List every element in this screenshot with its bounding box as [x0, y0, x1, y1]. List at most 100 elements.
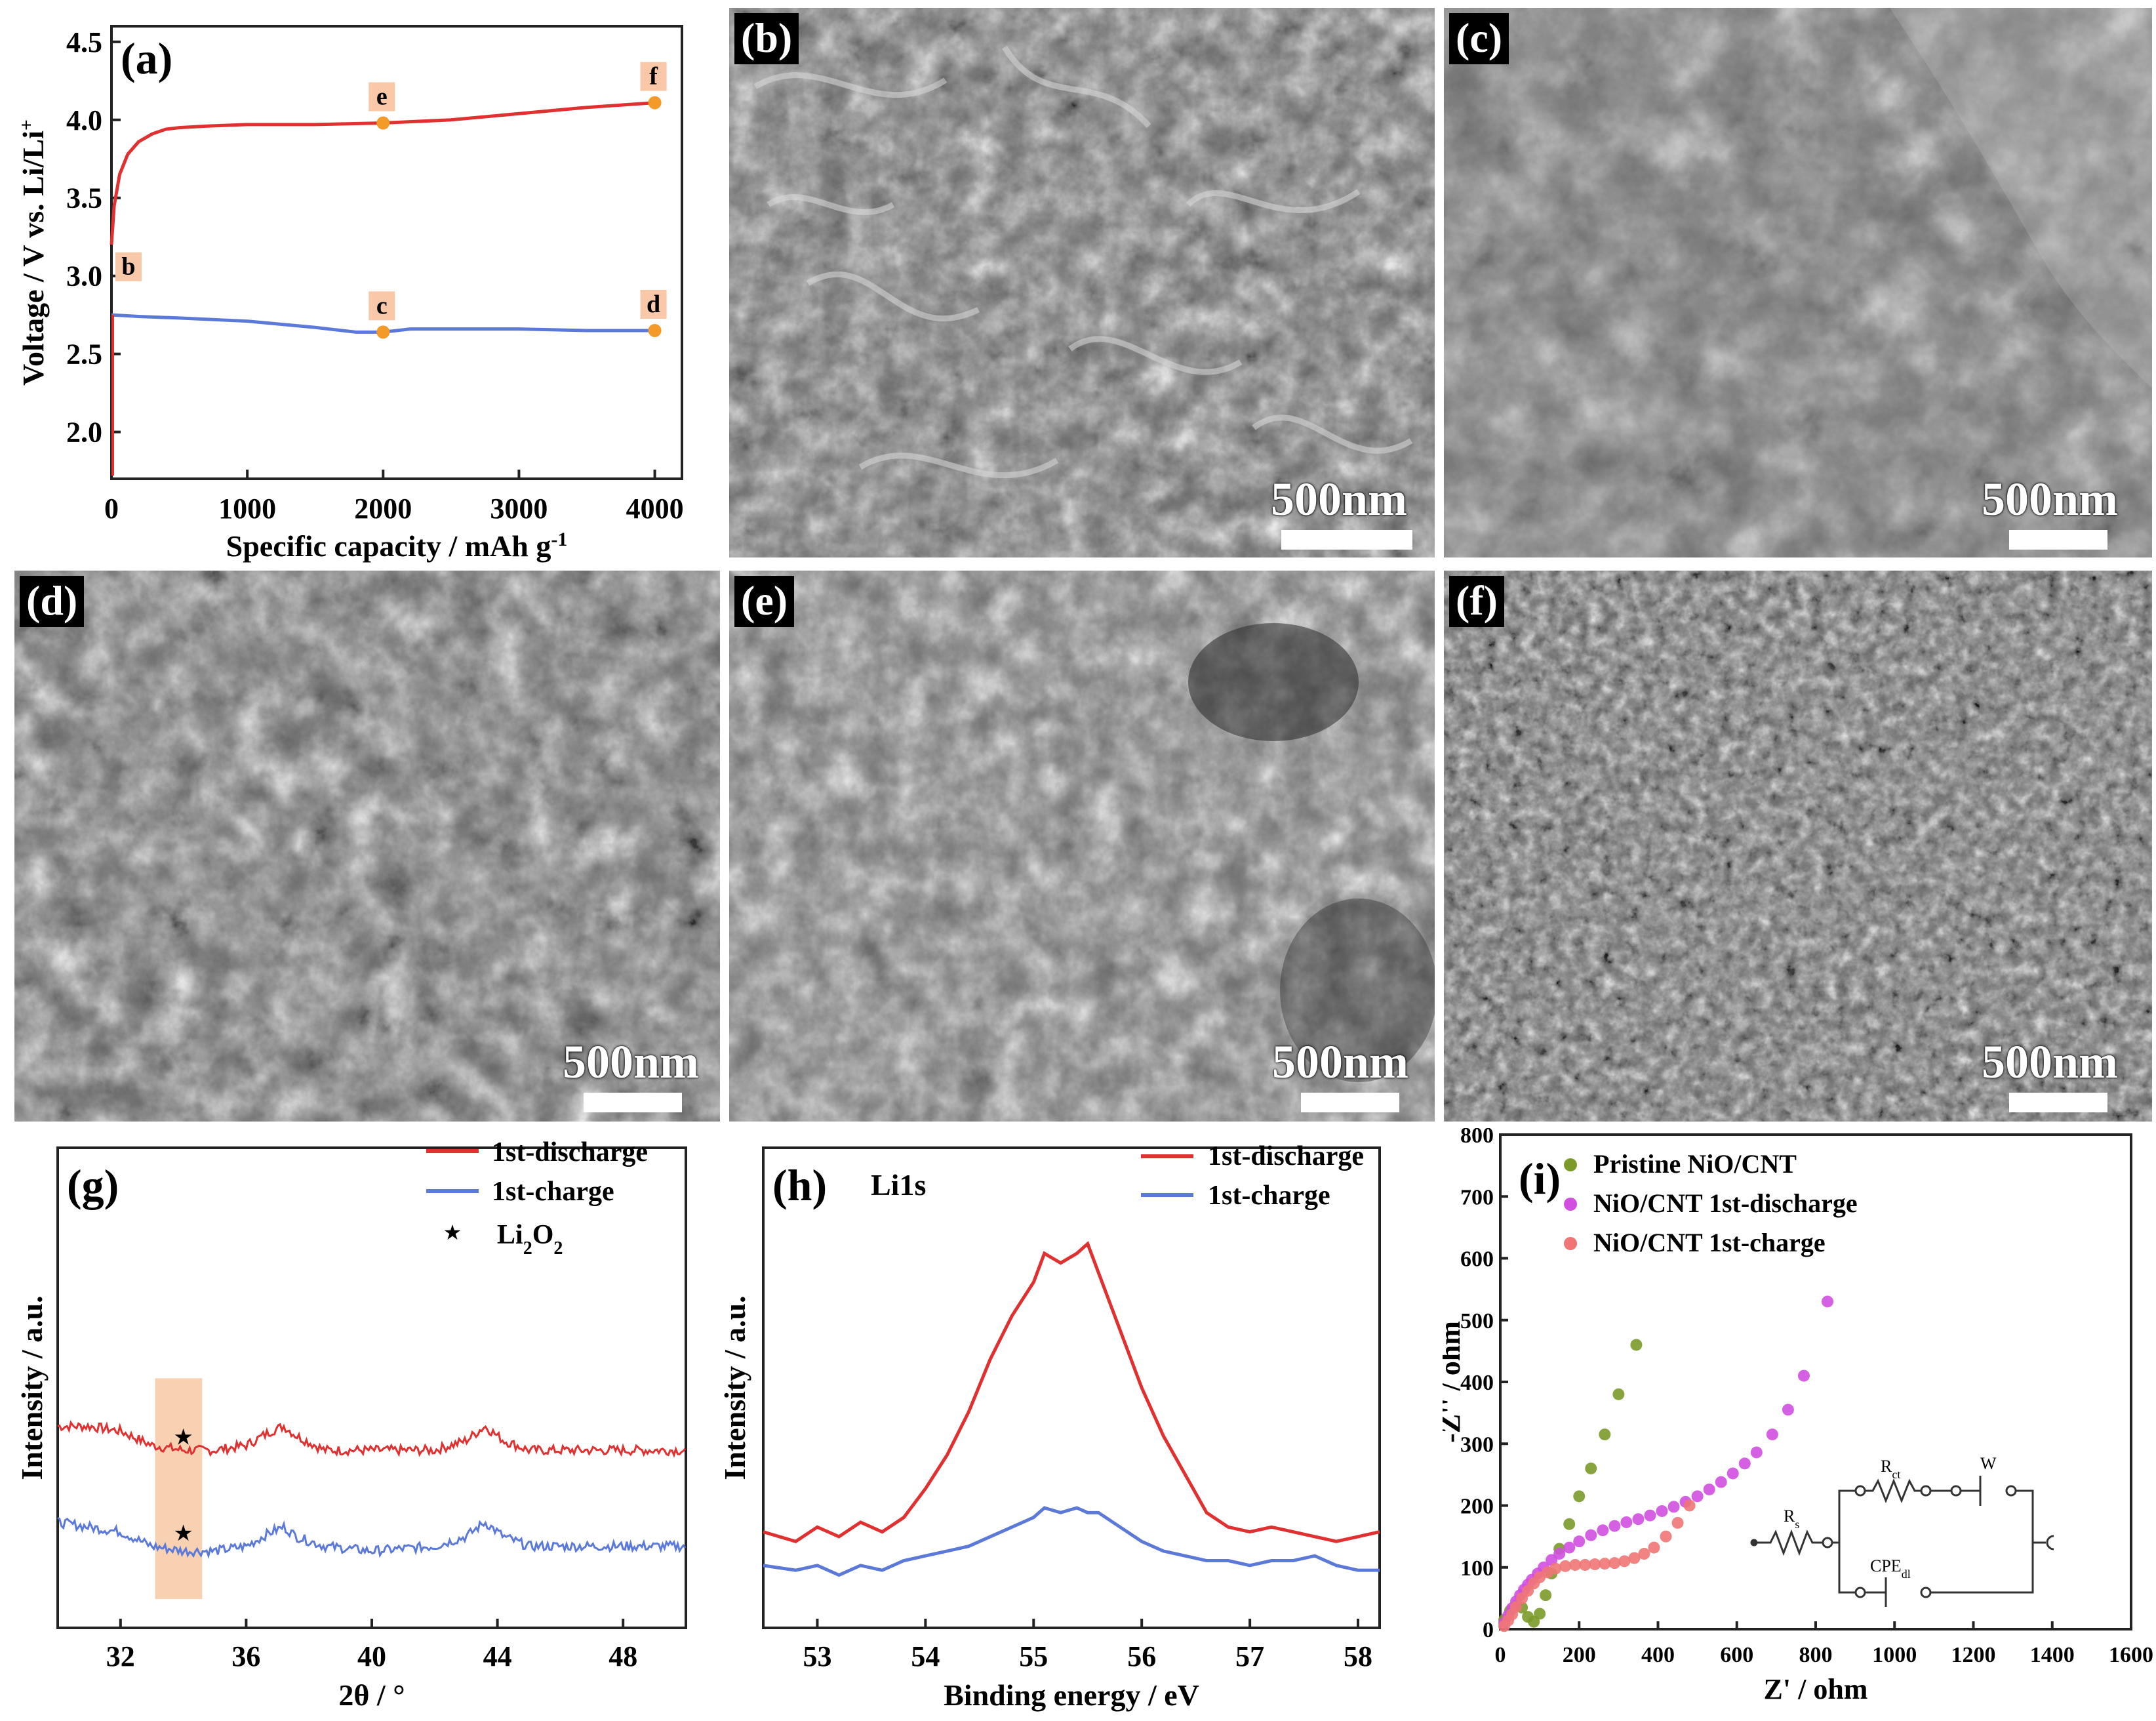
panel-i-point — [1750, 1446, 1763, 1459]
panel-i-legend-0: Pristine NiO/CNT — [1593, 1149, 1797, 1179]
panel-g-series-1st-charge — [57, 1516, 687, 1560]
xrd-chart: 32 36 40 44 48 ★ ★ 1st-discharge 1st-charge ★ Li2O… — [15, 1137, 687, 1712]
panel-d-scale-text: 500nm — [563, 1036, 700, 1088]
panel-i-ytick-label: 200 — [1460, 1495, 1494, 1519]
panel-a-ylabel: Voltage / V vs. Li/Li+ — [16, 119, 50, 386]
panel-i-legend-dot — [1564, 1158, 1577, 1171]
panel-a-xtick-label: 2000 — [354, 493, 412, 525]
panel-g-ylabel: Intensity / a.u. — [15, 1295, 49, 1480]
panel-i-point — [1671, 1516, 1684, 1529]
panel-h-legend-discharge: 1st-discharge — [1208, 1141, 1364, 1171]
panel-i-point — [1620, 1516, 1633, 1528]
sem-texture-d — [14, 571, 720, 1122]
panel-i-point — [1585, 1529, 1597, 1541]
panel-a-label: (a) — [121, 33, 172, 83]
panel-e-label: (e) — [734, 576, 795, 627]
panel-h-xtick-label: 53 — [803, 1640, 831, 1672]
panel-a-xtick-label: 4000 — [626, 493, 684, 525]
panel-f-scale-bar — [2009, 1093, 2107, 1112]
panel-b-label: (b) — [734, 13, 799, 64]
panel-g-xtick-label: 40 — [357, 1640, 386, 1672]
panel-i-series-group — [1498, 1499, 1696, 1632]
panel-i-point — [1703, 1483, 1715, 1495]
panel-i-point — [1589, 1558, 1601, 1571]
panel-i-ytick-label: 100 — [1460, 1556, 1494, 1581]
panel-a-ytick-label: 4.0 — [66, 104, 102, 136]
panel-h-xlabel: Binding energy / eV — [944, 1678, 1199, 1712]
panel-i-xtick-label: 600 — [1720, 1643, 1753, 1667]
panel-i-point — [1683, 1499, 1696, 1512]
panel-c-sem-image: (c) 500nm — [1444, 8, 2152, 557]
panel-g-xtick-label: 36 — [231, 1640, 260, 1672]
panel-h-xtick-label: 55 — [1019, 1640, 1048, 1672]
panel-i-point — [1608, 1557, 1621, 1569]
panel-g-frame — [56, 1146, 687, 1629]
panel-a-marker-label-c: c — [376, 292, 388, 319]
panel-g-legend-star: ★ — [443, 1221, 462, 1244]
panel-b-sem-image: (b) 500nm — [729, 8, 1435, 557]
panel-a-marker-box-c — [369, 291, 395, 321]
panel-h-xtick-label: 56 — [1127, 1640, 1156, 1672]
panel-i-point — [1782, 1404, 1794, 1416]
panel-h-ylabel: Intensity / a.u. — [721, 1295, 751, 1480]
panel-a-marker-f — [648, 96, 662, 110]
xps-chart: 53 54 55 56 57 58 1st-discharge 1st-charge (h) Li… — [721, 1141, 1381, 1712]
panel-a-xtick-label: 3000 — [490, 493, 548, 525]
panel-i-point — [1599, 1558, 1611, 1570]
panel-i-point — [1579, 1558, 1591, 1571]
panel-a-marker-d — [648, 323, 662, 337]
panel-d-scale-bar — [584, 1093, 682, 1112]
panel-i-point — [1612, 1388, 1625, 1400]
panel-i-point — [1573, 1535, 1586, 1548]
panel-i-point — [1549, 1562, 1562, 1575]
panel-a-marker-box-d — [640, 289, 667, 319]
panel-a-marker-label-f: f — [649, 63, 658, 91]
panel-i-circuit — [1750, 1476, 2054, 1607]
panel-a-ytick-label: 4.5 — [66, 26, 102, 58]
panel-a-series-charge — [110, 101, 655, 245]
panel-i-point — [1563, 1541, 1576, 1554]
panel-d-label: (d) — [20, 576, 85, 627]
panel-i-legend-2: NiO/CNT 1st-charge — [1593, 1228, 1826, 1257]
panel-h-frame — [762, 1146, 1381, 1629]
panel-a-marker-box-b — [115, 252, 142, 281]
panel-i-xtick-label: 0 — [1495, 1643, 1506, 1667]
panel-i-legend-1: NiO/CNT 1st-discharge — [1593, 1188, 1858, 1218]
panel-i-point — [1797, 1369, 1810, 1382]
panel-i-ytick-label: 700 — [1460, 1185, 1494, 1209]
panel-i-point — [1540, 1589, 1552, 1602]
sem-texture-c — [1444, 8, 2152, 557]
panel-i-point — [1715, 1476, 1727, 1488]
panel-i-eis-plot: 0 200 400 600 800 1000 1200 1400 1600 0 100 200 300 4… — [1443, 1128, 2156, 1721]
panel-h-series-1st-charge — [763, 1506, 1380, 1577]
panel-a-ytick-label: 2.0 — [66, 416, 102, 449]
panel-g-xtick-label: 44 — [483, 1640, 512, 1672]
panel-i-point — [1648, 1541, 1660, 1554]
panel-i-ytick-label: 800 — [1460, 1128, 1494, 1148]
panel-e-scale-text: 500nm — [1272, 1036, 1409, 1088]
panel-i-xlabel: Z' / ohm — [1764, 1673, 1868, 1705]
panel-a-marker-label-d: d — [647, 291, 660, 318]
sem-texture-f — [1444, 571, 2152, 1122]
panel-a-ytick-label: 2.5 — [66, 338, 102, 371]
panel-i-point — [1597, 1524, 1609, 1537]
panel-i-ytick-label: 300 — [1460, 1432, 1494, 1457]
panel-i-circuit-rct: Rct — [1881, 1457, 1900, 1481]
panel-i-point — [1638, 1548, 1650, 1560]
panel-i-point — [1628, 1552, 1641, 1564]
panel-f-label: (f) — [1449, 576, 1504, 627]
panel-i-point — [1618, 1555, 1631, 1568]
panel-h-xtick-label: 58 — [1344, 1640, 1372, 1672]
panel-i-point — [1727, 1467, 1739, 1480]
eis-nyquist-chart: 0 200 400 600 800 1000 1200 1400 1600 0 100 200 300 4… — [1443, 1128, 2153, 1705]
panel-a-frame — [110, 25, 683, 480]
panel-a-xtick-label: 0 — [104, 493, 119, 525]
panel-h-series-1st-discharge — [763, 1241, 1380, 1543]
panel-g-series-1st-discharge — [57, 1420, 687, 1458]
panel-g-star-charge: ★ — [173, 1522, 193, 1546]
panel-h-title: Li1s — [871, 1168, 926, 1202]
panel-i-xtick-label: 1400 — [2030, 1643, 2075, 1667]
panel-i-point — [1599, 1428, 1611, 1441]
panel-a-xtick-label: 1000 — [218, 493, 276, 525]
panel-i-point — [1563, 1518, 1576, 1530]
